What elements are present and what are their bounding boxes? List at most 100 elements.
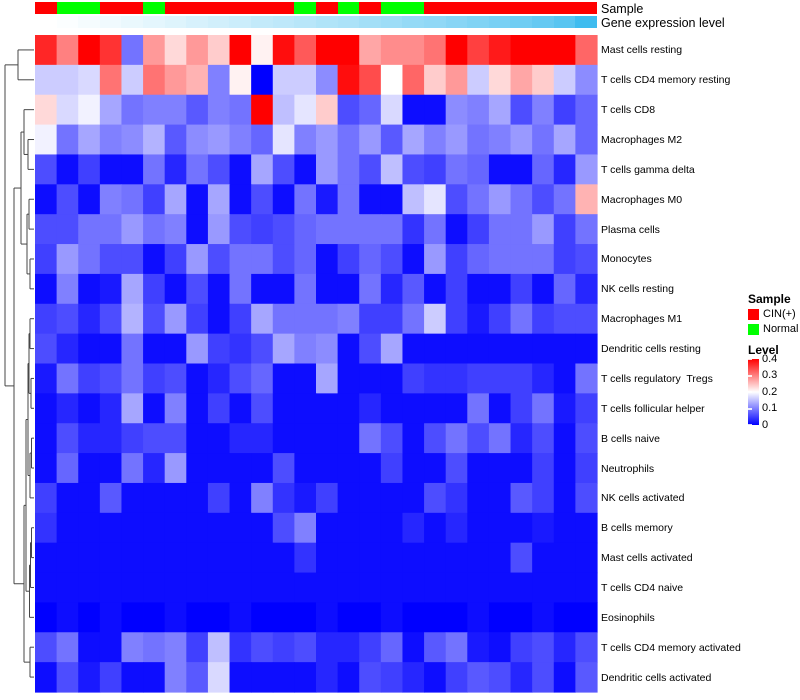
row-label: Mast cells resting (601, 44, 683, 57)
sample-annotation-cell (575, 2, 597, 14)
row-label: Macrophages M2 (601, 134, 683, 147)
row-label: Macrophages M0 (601, 193, 683, 206)
sample-annotation-cell (78, 2, 100, 14)
level-tick-label: 0.3 (762, 369, 778, 381)
sample-annotation-cell (229, 2, 252, 14)
gene-annotation-cell (510, 16, 533, 28)
sample-annotation-cell (532, 2, 554, 14)
row-label: Plasma cells (601, 223, 660, 236)
sample-annotation-cell (553, 2, 576, 14)
level-tick-label: 0.2 (762, 385, 778, 398)
sample-annotation-cell (423, 2, 446, 14)
gene-annotation-cell (35, 16, 57, 28)
row-label: Macrophages M1 (601, 313, 683, 326)
level-tick-mark (748, 358, 752, 360)
gene-annotation-cell (229, 16, 252, 28)
gene-annotation-cell (294, 16, 316, 28)
legend-item-normal: Normal (748, 323, 800, 335)
sample-annotation-cell (337, 2, 360, 14)
cin-label: CIN(+) (763, 308, 796, 320)
legend-level-title: Level (748, 343, 779, 357)
row-label: Monocytes (601, 253, 652, 266)
gene-annotation-cell (207, 16, 230, 28)
gene-annotation-cell (78, 16, 100, 28)
legend-sample-title: Sample (748, 292, 791, 306)
gene-annotation-cell (186, 16, 208, 28)
normal-color-swatch (748, 323, 759, 335)
legend: Sample CIN(+) Normal Level 0.4 0.3 0.2 0.1 0 (748, 292, 800, 430)
gene-annotation-cell (359, 16, 381, 28)
gene-annotation-cell (337, 16, 360, 28)
gene-annotation-label: Gene expression level (601, 16, 725, 30)
sample-annotation-cell (294, 2, 316, 14)
level-colorbar: 0.4 0.3 0.2 0.1 0 (748, 353, 777, 430)
level-tick-mark (748, 407, 752, 410)
sample-annotation-cell (467, 2, 489, 14)
gene-annotation-cell (575, 16, 597, 28)
row-label: Mast cells activated (601, 552, 693, 565)
sample-annotation-cell (272, 2, 295, 14)
gene-annotation-cell (402, 16, 424, 28)
row-label: B cells memory (601, 522, 673, 535)
gene-annotation-cell (467, 16, 489, 28)
sample-annotation-cell (251, 2, 273, 14)
gene-annotation-cell (251, 16, 273, 28)
row-label: NK cells activated (601, 492, 685, 505)
row-label: T cells regulatory Tregs (601, 372, 713, 385)
level-tick-mark (748, 374, 752, 377)
gene-annotation-cell (121, 16, 144, 28)
sample-annotation-cell (510, 2, 533, 14)
gene-annotation-cell (143, 16, 165, 28)
sample-annotation-bar (35, 2, 597, 14)
sample-annotation-label: Sample (601, 2, 644, 16)
row-label: T cells CD4 naive (601, 581, 684, 594)
row-label: B cells naive (601, 432, 660, 445)
sample-annotation-cell (207, 2, 230, 14)
row-dendrogram (4, 49, 34, 678)
gene-annotation-cell (272, 16, 295, 28)
sample-annotation-cell (99, 2, 122, 14)
gene-annotation-cell (164, 16, 187, 28)
gene-annotation-bar (35, 16, 597, 28)
row-label: NK cells resting (601, 283, 674, 296)
row-label: T cells CD8 (601, 104, 656, 117)
sample-annotation-cell (315, 2, 338, 14)
row-label: T cells CD4 memory resting (601, 74, 731, 87)
row-label: Neutrophils (601, 462, 655, 475)
row-label: T cells gamma delta (601, 163, 695, 176)
gene-annotation-cell (56, 16, 79, 28)
gene-annotation-cell (532, 16, 554, 28)
level-legend-block: Level 0.4 0.3 0.2 0.1 0 (748, 343, 800, 430)
level-tick-label: 0.4 (762, 352, 778, 365)
level-tick-mark (748, 424, 752, 426)
row-label: T cells follicular helper (601, 402, 705, 415)
gene-annotation-cell (445, 16, 468, 28)
sample-annotation-cell (445, 2, 468, 14)
sample-annotation-cell (402, 2, 424, 14)
level-tick-mark (748, 391, 752, 393)
level-tick-label: 0 (762, 418, 769, 431)
heatmap-grid (35, 35, 598, 693)
row-label: Eosinophils (601, 611, 655, 624)
legend-item-cin: CIN(+) (748, 308, 800, 320)
sample-annotation-cell (121, 2, 144, 14)
sample-annotation-cell (186, 2, 208, 14)
gene-annotation-cell (553, 16, 576, 28)
gene-annotation-cell (423, 16, 446, 28)
sample-annotation-cell (164, 2, 187, 14)
sample-annotation-cell (359, 2, 381, 14)
sample-annotation-cell (35, 2, 57, 14)
row-label: Dendritic cells resting (601, 343, 701, 356)
sample-annotation-cell (380, 2, 403, 14)
cin-color-swatch (748, 308, 759, 320)
gene-annotation-cell (99, 16, 122, 28)
normal-label: Normal (763, 323, 799, 335)
row-label: Dendritic cells activated (601, 671, 712, 684)
sample-annotation-cell (56, 2, 79, 14)
sample-annotation-cell (143, 2, 165, 14)
gene-annotation-cell (315, 16, 338, 28)
gene-annotation-cell (380, 16, 403, 28)
level-tick-label: 0.1 (762, 402, 778, 414)
gene-annotation-cell (488, 16, 511, 28)
